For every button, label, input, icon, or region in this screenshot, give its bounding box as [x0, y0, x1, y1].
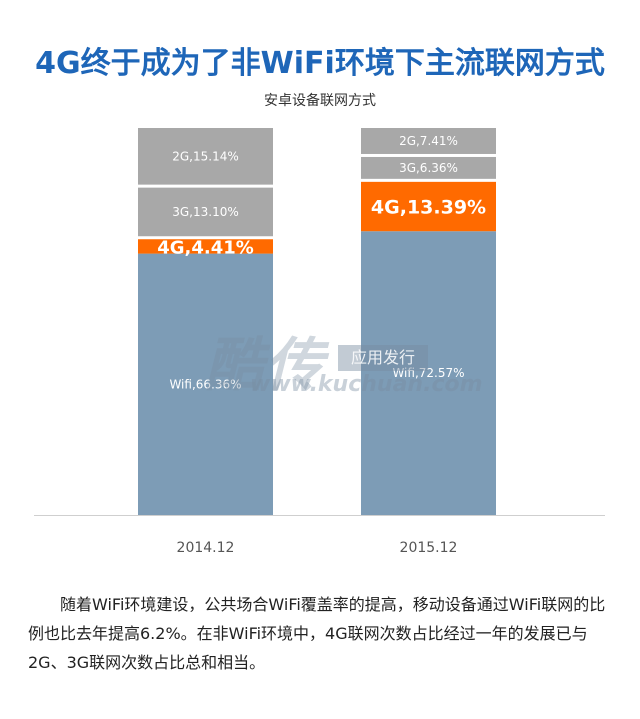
data-label-4g-0: 4G,4.41% [157, 237, 254, 258]
data-label-3g-1: 3G,6.36% [399, 161, 458, 175]
data-label-4g-1: 4G,13.39% [371, 197, 486, 219]
data-label-3g-0: 3G,13.10% [172, 205, 239, 219]
data-label-2g-0: 2G,15.14% [172, 149, 239, 163]
data-label-2g-1: 2G,7.41% [399, 134, 458, 148]
stacked-bar-chart: Wifi,66.36% 4G,4.41% 3G,13.10% 2G,15.14% 201… [34, 128, 605, 556]
bar-segment-4g-0 [138, 239, 273, 254]
bar-segment-wifi-1 [361, 231, 496, 516]
x-tick-label-0: 2014.12 [177, 540, 235, 556]
bar-segment-wifi-0 [138, 253, 273, 515]
data-label-wifi-1: Wifi,72.57% [392, 366, 464, 380]
chart-title: 安卓设备联网方式 [264, 93, 376, 109]
bar-segment-3g-0 [138, 187, 273, 237]
watermark-brand: 酷传 [205, 331, 326, 399]
bar-segment-2g-1 [361, 128, 496, 154]
page-title: 4G终于成为了非WiFi环境下主流联网方式 [35, 46, 605, 81]
bar-segment-2g-0 [138, 128, 273, 185]
watermark-badge: 应用发行 [338, 345, 428, 371]
bar-segment-3g-1 [361, 156, 496, 179]
caption-text: 随着WiFi环境建设，公共场合WiFi覆盖率的提高，移动设备通过WiFi联网的比… [28, 595, 606, 672]
data-label-wifi-0: Wifi,66.36% [169, 377, 241, 391]
x-tick-label-1: 2015.12 [400, 540, 458, 556]
watermark-url: www.kuchuan.com [250, 372, 483, 397]
bar-segment-4g-1 [361, 181, 496, 232]
